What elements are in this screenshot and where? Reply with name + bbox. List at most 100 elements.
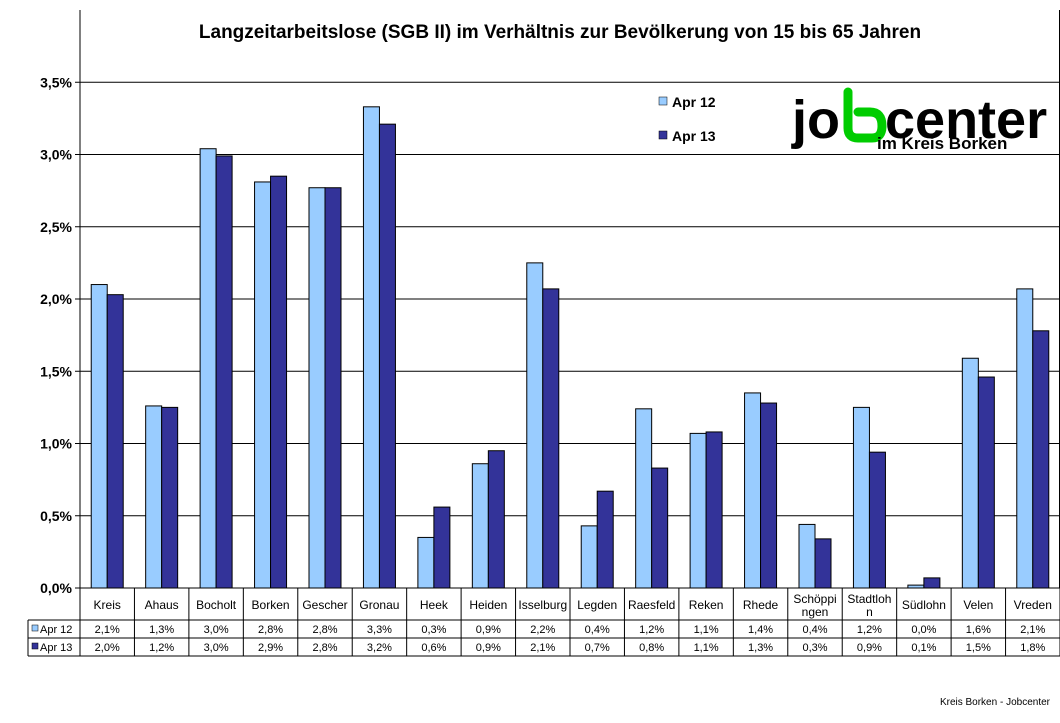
table-cell: 1,1% [694, 642, 719, 654]
x-tick-label: Stadtloh [847, 592, 891, 606]
bar-apr-12 [417, 536, 435, 589]
table-cell: 0,4% [585, 624, 610, 636]
x-tick-label: Heek [420, 598, 449, 612]
bar-apr-12 [526, 262, 544, 589]
x-tick-label: Ahaus [145, 598, 179, 612]
y-tick-label: 3,0% [40, 147, 72, 163]
bar-apr-13 [161, 406, 179, 589]
x-tick-label: Reken [689, 598, 724, 612]
x-tick-label: Gescher [302, 598, 347, 612]
bar-apr-12 [90, 284, 108, 589]
table-cell: 2,0% [95, 642, 120, 654]
legend-label-apr-12: Apr 12 [672, 94, 716, 110]
table-cell: 0,7% [585, 642, 610, 654]
bar-apr-13 [324, 187, 342, 589]
bar-apr-13 [977, 376, 995, 589]
table-cell: 0,8% [639, 642, 664, 654]
table-cell: 1,2% [857, 624, 882, 636]
bar-apr-13 [760, 402, 778, 589]
x-tick-label: Legden [577, 598, 617, 612]
table-cell: 1,1% [694, 624, 719, 636]
bar-apr-12 [362, 106, 380, 589]
bars [90, 106, 1050, 589]
table-cell: 2,1% [530, 642, 555, 654]
table-cell: 1,4% [748, 624, 773, 636]
x-tick-label: Kreis [94, 598, 121, 612]
bar-apr-12 [798, 523, 816, 589]
bar-apr-12 [308, 187, 326, 589]
bar-apr-13 [487, 450, 505, 589]
table-cell: 3,2% [367, 642, 392, 654]
legend-swatch-apr-12 [658, 96, 668, 106]
bar-apr-12 [744, 392, 762, 589]
table-cell: 2,8% [312, 642, 337, 654]
bar-apr-13 [215, 155, 233, 589]
table-cell: 1,2% [149, 642, 174, 654]
bar-apr-12 [471, 463, 489, 589]
table-cell: 1,8% [1020, 642, 1045, 654]
y-tick-label: 3,5% [40, 74, 72, 90]
bar-apr-13 [270, 175, 288, 589]
y-tick-label: 0,0% [40, 580, 72, 596]
bar-apr-13 [542, 288, 560, 589]
legend-swatch-apr-13 [658, 130, 668, 140]
bar-apr-13 [868, 451, 886, 589]
bar-apr-13 [378, 123, 396, 589]
axes: 0,0% 0,5% 1,0% 1,5% 2,0% 2,5% 3,0% 3,5% [40, 10, 1060, 596]
table-cell: 0,3% [802, 642, 827, 654]
table-row-header: Apr 12 [40, 624, 72, 636]
bar-apr-13 [106, 294, 124, 589]
table-cell: 0,9% [857, 642, 882, 654]
x-tick-label: Raesfeld [628, 598, 675, 612]
bar-apr-12 [145, 405, 163, 589]
bar-apr-13 [705, 431, 723, 589]
table-cell: 2,9% [258, 642, 283, 654]
logo-subtitle: im Kreis Borken [877, 134, 1007, 153]
y-tick-label: 2,0% [40, 291, 72, 307]
table-cell: 0,9% [476, 624, 501, 636]
table-cell: 1,3% [149, 624, 174, 636]
x-tick-label: ngen [802, 605, 829, 619]
table-cell: 2,8% [312, 624, 337, 636]
bar-apr-13 [596, 490, 614, 589]
bar-apr-12 [635, 408, 653, 589]
bar-apr-13 [433, 506, 451, 589]
table-cell: 1,6% [966, 624, 991, 636]
jobcenter-logo: jo center im Kreis Borken [791, 87, 1047, 153]
table-legend-key [31, 624, 39, 632]
x-tick-label: Bocholt [196, 598, 237, 612]
footer-text: Kreis Borken - Jobcenter [940, 697, 1051, 708]
table-cell: 0,1% [911, 642, 936, 654]
data-table: Kreis Ahaus Bocholt Borken Gescher Gronau Heek… [27, 587, 1060, 657]
x-tick-label: Rhede [743, 598, 779, 612]
legend-label-apr-13: Apr 13 [672, 128, 716, 144]
table-cell: 0,6% [421, 642, 446, 654]
logo-b-shape [843, 87, 887, 143]
table-cell: 3,0% [204, 642, 229, 654]
table-cell: 1,5% [966, 642, 991, 654]
x-tick-label: Borken [252, 598, 290, 612]
bar-apr-13 [814, 538, 832, 589]
x-tick-label: Heiden [469, 598, 507, 612]
chart-title: Langzeitarbeitslose (SGB II) im Verhältn… [199, 22, 921, 43]
logo-text-jo: jo [791, 90, 840, 150]
table-row-header: Apr 13 [40, 642, 72, 654]
table-cell: 2,1% [1020, 624, 1045, 636]
x-tick-label: Gronau [359, 598, 399, 612]
table-cell: 3,0% [204, 624, 229, 636]
table-cell: 1,2% [639, 624, 664, 636]
bar-apr-12 [580, 525, 598, 589]
table-cell: 2,8% [258, 624, 283, 636]
table-cell: 3,3% [367, 624, 392, 636]
bar-apr-13 [923, 577, 941, 589]
table-cell: 2,2% [530, 624, 555, 636]
x-tick-label: Vreden [1014, 598, 1052, 612]
bar-apr-13 [651, 467, 669, 589]
x-tick-label: n [866, 605, 873, 619]
x-tick-label: Schöppi [793, 592, 836, 606]
table-cell: 0,9% [476, 642, 501, 654]
x-tick-label: Isselburg [518, 598, 567, 612]
bar-apr-12 [689, 432, 707, 589]
bar-apr-12 [254, 181, 272, 589]
